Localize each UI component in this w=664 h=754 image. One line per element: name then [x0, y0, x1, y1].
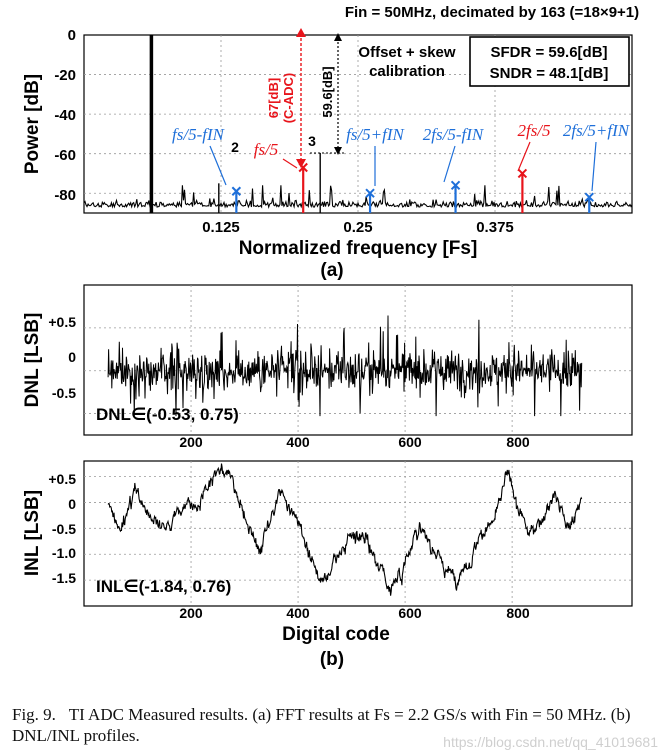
fft-chart: Fin = 50MHz, decimated by 163 (=18×9+1) … [22, 4, 639, 281]
spur-marker [231, 186, 242, 196]
fft-title: Fin = 50MHz, decimated by 163 (=18×9+1) [345, 4, 639, 21]
fft-ytick-label: -80 [54, 187, 76, 204]
panel-a-label: (a) [320, 260, 343, 281]
dnl-plot-frame [83, 284, 633, 436]
dnl-xtick-label: 200 [179, 434, 203, 450]
inl-xtick-label: 600 [398, 605, 422, 621]
red-arrow-head-up [296, 28, 306, 37]
dnl-ytick-label: 0 [68, 349, 76, 365]
spur-label: 2fs/5-fIN [423, 125, 485, 144]
inl-y-axis-label: INL [LSB] [22, 490, 43, 576]
inl-range-label: INL∈(-1.84, 0.76) [96, 577, 231, 596]
spur-pointer [591, 141, 597, 192]
inl-xtick-label: 400 [286, 605, 310, 621]
fft-noise-trace [83, 185, 633, 209]
spur-pointer [517, 141, 531, 172]
figure-svg: Fin = 50MHz, decimated by 163 (=18×9+1) … [22, 4, 639, 670]
sfdr-sndr-box [469, 36, 630, 87]
dnl-chart: +0.5 0 -0.5 200 400 600 800 DNL [LSB] DN… [22, 284, 633, 450]
spur-label: 2fs/5 [517, 121, 550, 140]
fft-x-axis-label: Normalized frequency [Fs] [239, 238, 478, 259]
fft-ytick-label: -20 [54, 67, 76, 84]
dnl-xtick-label: 600 [398, 434, 422, 450]
red-arrow-label-line1: 67[dB] [266, 78, 281, 118]
spur-label-fs5: fs/5 [254, 140, 298, 169]
inl-ytick-label: -1.0 [52, 545, 76, 561]
spur-label-2fs5: 2fs/5 [517, 121, 551, 172]
inl-chart: +0.5 0 -0.5 -1.0 -1.5 200 400 600 800 IN… [22, 460, 633, 670]
black-arrow-head-down [334, 147, 342, 155]
spur-marker [584, 192, 594, 202]
spur-label: 2fs/5+fIN [563, 121, 631, 140]
caption-text: TI ADC Measured results. (a) FFT results… [12, 705, 631, 745]
dnl-ytick-label: -0.5 [52, 385, 76, 401]
spur-label-fs5-plus-fin: fs/5+fIN [346, 125, 406, 186]
spur-label-2fs5-plus-fin: 2fs/5+fIN [563, 121, 631, 192]
harmonic-mark-3: 3 [308, 133, 316, 149]
sfdr-text: SFDR = 59.6[dB] [490, 44, 607, 61]
fft-xtick-label: 0.125 [202, 219, 240, 236]
spur-pointer [282, 158, 298, 169]
red-arrow-head-down [296, 159, 306, 168]
inl-grid [84, 461, 632, 606]
inl-ytick-label: +0.5 [48, 471, 76, 487]
spur-label-fs5-minus-fin: fs/5-fIN [172, 125, 227, 186]
figure-caption: Fig. 9. TI ADC Measured results. (a) FFT… [12, 704, 657, 746]
dnl-ytick-label: +0.5 [48, 314, 76, 330]
calibration-text-line2: calibration [369, 63, 445, 80]
inl-series-line [107, 463, 583, 596]
spur-marker [450, 180, 461, 191]
inl-xtick-label: 200 [179, 605, 203, 621]
spur-marker [517, 168, 528, 179]
calibration-text-line1: Offset + skew [358, 44, 455, 61]
spur-pointer [443, 145, 456, 183]
dnl-y-axis-label: DNL [LSB] [22, 313, 43, 408]
dnl-series-line [107, 315, 583, 417]
sndr-text: SNDR = 48.1[dB] [490, 65, 609, 82]
spur-label: fs/5+fIN [346, 125, 405, 144]
fft-ytick-label: -40 [54, 107, 76, 124]
fft-y-axis-label: Power [dB] [22, 74, 43, 174]
inl-ytick-label: -0.5 [52, 521, 76, 537]
black-arrow-label: 59.6[dB] [320, 66, 335, 117]
inl-plot-frame [83, 460, 633, 607]
red-arrow-label-line2: (C-ADC) [281, 73, 296, 124]
fft-ytick-label: 0 [68, 27, 76, 44]
fft-noise-floor [83, 185, 633, 209]
dnl-xtick-label: 400 [286, 434, 310, 450]
inl-xtick-label: 800 [506, 605, 530, 621]
harmonic-mark-2: 2 [231, 139, 239, 155]
spur-label: fs/5 [254, 140, 279, 159]
inl-ytick-label: -1.5 [52, 570, 76, 586]
spur-pointer [209, 145, 227, 186]
spur-label: fs/5-fIN [172, 125, 226, 144]
inl-x-axis-label: Digital code [282, 624, 390, 645]
watermark: https://blog.csdn.net/qq_41019681 [443, 734, 658, 750]
spur-label-2fs5-minus-fin: 2fs/5-fIN [423, 125, 485, 183]
fft-xtick-label: 0.375 [476, 219, 514, 236]
panel-b-label: (b) [320, 649, 344, 670]
caption-fig-label: Fig. 9. [12, 705, 56, 724]
spur-marker [298, 162, 308, 173]
spur-marker [365, 188, 375, 198]
dnl-range-label: DNL∈(-0.53, 0.75) [96, 405, 239, 424]
fft-ytick-label: -60 [54, 147, 76, 164]
black-arrow-head-up [334, 33, 342, 41]
fft-xtick-label: 0.25 [343, 219, 372, 236]
inl-ytick-label: 0 [68, 496, 76, 512]
dnl-xtick-label: 800 [506, 434, 530, 450]
